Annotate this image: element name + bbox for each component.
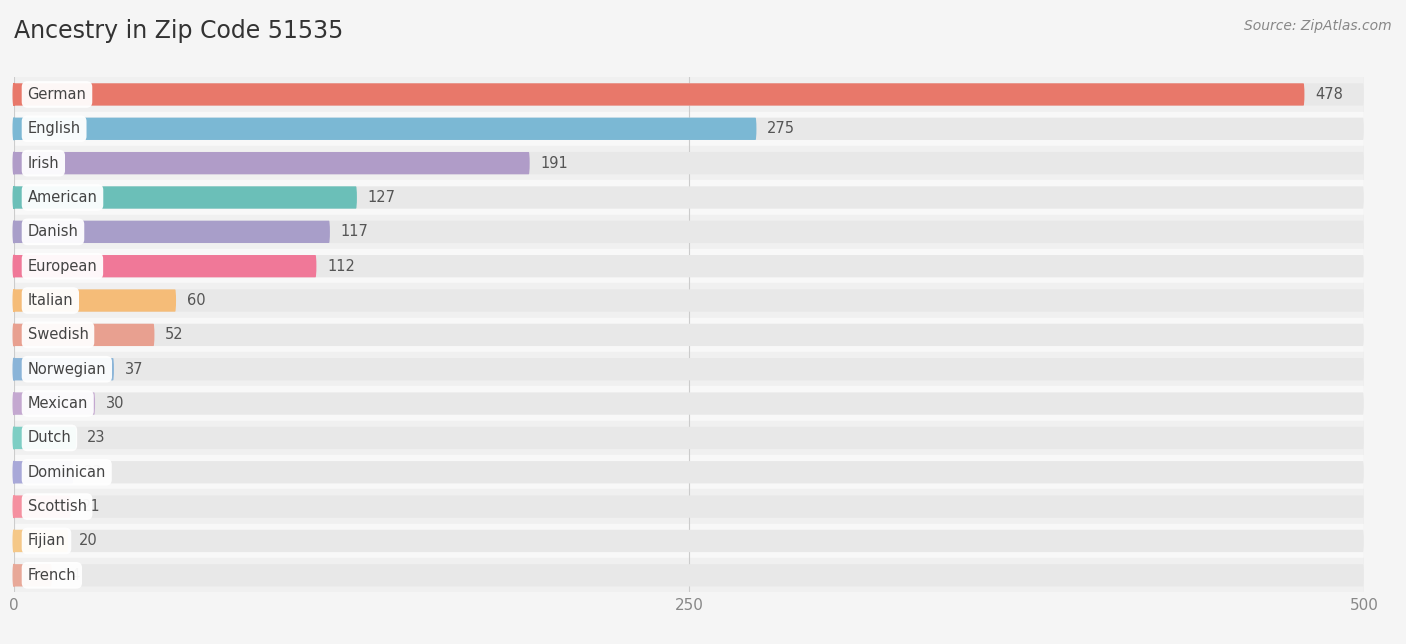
Circle shape (13, 427, 15, 449)
Text: 20: 20 (79, 533, 97, 549)
Text: Dominican: Dominican (28, 465, 105, 480)
Bar (14, 352, 1364, 386)
Text: Italian: Italian (28, 293, 73, 308)
FancyBboxPatch shape (14, 358, 1364, 381)
Bar (14, 283, 1364, 317)
FancyBboxPatch shape (14, 118, 1364, 140)
Bar (14, 317, 1364, 352)
FancyBboxPatch shape (14, 255, 316, 278)
FancyBboxPatch shape (14, 358, 114, 381)
FancyBboxPatch shape (14, 564, 1364, 587)
Bar (14, 180, 1364, 214)
Circle shape (13, 495, 15, 518)
Circle shape (13, 221, 15, 243)
FancyBboxPatch shape (14, 255, 1364, 278)
FancyBboxPatch shape (14, 83, 1305, 106)
Circle shape (13, 461, 15, 484)
FancyBboxPatch shape (14, 186, 1364, 209)
FancyBboxPatch shape (14, 427, 76, 449)
Text: Fijian: Fijian (28, 533, 66, 549)
Text: American: American (28, 190, 97, 205)
FancyBboxPatch shape (14, 564, 52, 587)
FancyBboxPatch shape (14, 186, 357, 209)
Text: Dutch: Dutch (28, 430, 72, 446)
Circle shape (13, 358, 15, 381)
FancyBboxPatch shape (14, 495, 1364, 518)
Text: Ancestry in Zip Code 51535: Ancestry in Zip Code 51535 (14, 19, 343, 43)
Text: Irish: Irish (28, 156, 59, 171)
Circle shape (13, 564, 15, 587)
FancyBboxPatch shape (14, 530, 1364, 552)
Text: Source: ZipAtlas.com: Source: ZipAtlas.com (1244, 19, 1392, 33)
Circle shape (13, 392, 15, 415)
FancyBboxPatch shape (14, 221, 330, 243)
Text: 14: 14 (63, 568, 82, 583)
Circle shape (13, 530, 15, 552)
Text: 112: 112 (328, 259, 356, 274)
Bar (14, 455, 1364, 489)
Text: 30: 30 (105, 396, 124, 411)
Bar (14, 558, 1364, 592)
FancyBboxPatch shape (14, 289, 176, 312)
FancyBboxPatch shape (14, 152, 530, 175)
Text: 478: 478 (1315, 87, 1343, 102)
Text: 23: 23 (87, 430, 105, 446)
Bar (14, 111, 1364, 146)
Bar (14, 421, 1364, 455)
Bar (14, 489, 1364, 524)
Circle shape (13, 255, 15, 278)
FancyBboxPatch shape (14, 530, 67, 552)
Text: European: European (28, 259, 97, 274)
Bar (14, 77, 1364, 111)
Circle shape (13, 186, 15, 209)
FancyBboxPatch shape (14, 461, 73, 484)
Bar (14, 146, 1364, 180)
FancyBboxPatch shape (14, 221, 1364, 243)
Text: 37: 37 (125, 362, 143, 377)
Text: 275: 275 (768, 121, 796, 137)
Circle shape (13, 83, 15, 106)
Circle shape (13, 289, 15, 312)
Text: 52: 52 (166, 327, 184, 343)
Text: Danish: Danish (28, 224, 79, 240)
Text: 22: 22 (84, 465, 103, 480)
Circle shape (13, 152, 15, 175)
Text: 191: 191 (540, 156, 568, 171)
Text: 117: 117 (340, 224, 368, 240)
FancyBboxPatch shape (14, 427, 1364, 449)
Bar (14, 386, 1364, 421)
Text: 127: 127 (368, 190, 395, 205)
Text: Norwegian: Norwegian (28, 362, 107, 377)
Text: French: French (28, 568, 76, 583)
Text: German: German (28, 87, 86, 102)
Text: Mexican: Mexican (28, 396, 89, 411)
FancyBboxPatch shape (14, 461, 1364, 484)
Circle shape (13, 118, 15, 140)
Text: Scottish: Scottish (28, 499, 87, 514)
FancyBboxPatch shape (14, 495, 70, 518)
FancyBboxPatch shape (14, 289, 1364, 312)
FancyBboxPatch shape (14, 392, 1364, 415)
Text: 60: 60 (187, 293, 205, 308)
FancyBboxPatch shape (14, 152, 1364, 175)
Bar (14, 214, 1364, 249)
Bar (14, 249, 1364, 283)
Bar (14, 524, 1364, 558)
Text: 21: 21 (82, 499, 100, 514)
Circle shape (13, 324, 15, 346)
Text: English: English (28, 121, 80, 137)
FancyBboxPatch shape (14, 324, 155, 346)
FancyBboxPatch shape (14, 118, 756, 140)
FancyBboxPatch shape (14, 83, 1364, 106)
FancyBboxPatch shape (14, 324, 1364, 346)
Text: Swedish: Swedish (28, 327, 89, 343)
FancyBboxPatch shape (14, 392, 96, 415)
